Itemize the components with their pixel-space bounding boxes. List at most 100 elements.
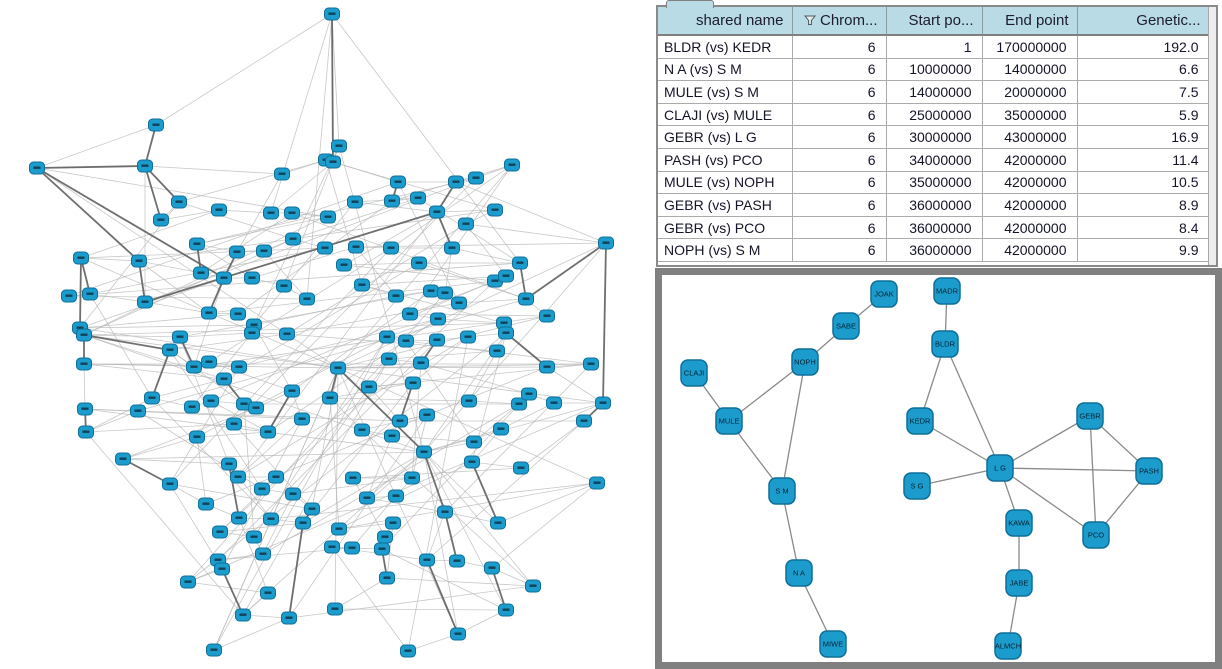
network-node[interactable]	[498, 269, 514, 283]
cell-shared-name[interactable]: GEBR (vs) PCO	[658, 216, 793, 240]
network-node[interactable]	[385, 516, 401, 530]
cell-shared-name[interactable]: MULE (vs) NOPH	[658, 171, 793, 195]
network-node[interactable]	[201, 306, 217, 320]
network-node[interactable]	[76, 328, 92, 342]
main-network-view[interactable]	[0, 0, 655, 669]
network-node[interactable]	[76, 357, 92, 371]
cell-value[interactable]: 6	[792, 80, 887, 104]
network-node[interactable]	[244, 271, 260, 285]
cell-value[interactable]: 42000000	[982, 238, 1078, 262]
network-node[interactable]	[189, 237, 205, 251]
cell-value[interactable]: 34000000	[886, 148, 983, 172]
network-node[interactable]	[263, 512, 279, 526]
cell-value[interactable]: 6	[792, 125, 887, 149]
network-node-mule[interactable]: MULE	[715, 407, 743, 435]
network-node-pash[interactable]: PASH	[1135, 457, 1163, 485]
network-node[interactable]	[284, 206, 300, 220]
network-node[interactable]	[490, 516, 506, 530]
network-node[interactable]	[344, 541, 360, 555]
cell-value[interactable]: 6	[792, 238, 887, 262]
network-node[interactable]	[235, 608, 251, 622]
network-node-jabe[interactable]: JABE	[1005, 569, 1033, 597]
network-node[interactable]	[512, 256, 528, 270]
network-node[interactable]	[279, 327, 295, 341]
cell-value[interactable]: 6	[792, 148, 887, 172]
network-node-l-g[interactable]: L G	[986, 454, 1014, 482]
network-node[interactable]	[429, 333, 445, 347]
network-node[interactable]	[231, 511, 247, 525]
network-node[interactable]	[448, 175, 464, 189]
network-node[interactable]	[374, 542, 390, 556]
network-node[interactable]	[504, 158, 520, 172]
network-node[interactable]	[419, 408, 435, 422]
network-node[interactable]	[489, 344, 505, 358]
network-node[interactable]	[539, 360, 555, 374]
network-node[interactable]	[148, 118, 164, 132]
cell-shared-name[interactable]: PASH (vs) PCO	[658, 148, 793, 172]
table-row[interactable]: PASH (vs) PCO 6 34000000 42000000 11.4	[658, 148, 1210, 172]
network-node[interactable]	[186, 360, 202, 374]
network-node-noph[interactable]: NOPH	[791, 348, 819, 376]
network-node[interactable]	[115, 452, 131, 466]
network-node[interactable]	[413, 356, 429, 370]
filter-icon[interactable]	[803, 13, 817, 30]
network-node[interactable]	[216, 271, 232, 285]
network-node[interactable]	[317, 241, 333, 255]
cell-value[interactable]: 35000000	[982, 103, 1078, 127]
network-node[interactable]	[77, 402, 93, 416]
network-node[interactable]	[137, 159, 153, 173]
cell-value[interactable]: 10000000	[886, 58, 983, 82]
network-node[interactable]	[327, 602, 343, 616]
network-node[interactable]	[484, 561, 500, 575]
network-node[interactable]	[304, 502, 320, 516]
network-node-bldr[interactable]: BLDR	[931, 330, 959, 358]
network-node[interactable]	[230, 307, 246, 321]
network-node[interactable]	[244, 326, 260, 340]
table-row[interactable]: CLAJI (vs) MULE 6 25000000 35000000 5.9	[658, 103, 1210, 127]
network-node[interactable]	[450, 627, 466, 641]
network-node[interactable]	[461, 394, 477, 408]
network-node-s-m[interactable]: S M	[768, 477, 796, 505]
network-node[interactable]	[246, 530, 262, 544]
network-node[interactable]	[390, 175, 406, 189]
network-node[interactable]	[130, 404, 146, 418]
network-node[interactable]	[322, 391, 338, 405]
network-node[interactable]	[598, 236, 614, 250]
network-node[interactable]	[295, 516, 311, 530]
network-node[interactable]	[451, 296, 467, 310]
table-row[interactable]: GEBR (vs) PCO 6 36000000 42000000 8.4	[658, 216, 1210, 240]
network-node-sabe[interactable]: SABE	[832, 312, 860, 340]
network-node[interactable]	[539, 309, 555, 323]
cell-value[interactable]: 6	[792, 171, 887, 195]
network-node[interactable]	[274, 167, 290, 181]
table-row[interactable]: BLDR (vs) KEDR 6 1 170000000 192.0	[658, 35, 1210, 59]
network-node[interactable]	[458, 217, 474, 231]
network-node[interactable]	[347, 195, 363, 209]
network-node[interactable]	[268, 470, 284, 484]
network-node[interactable]	[392, 414, 408, 428]
cell-value[interactable]: 6	[792, 58, 887, 82]
network-node[interactable]	[423, 284, 439, 298]
cell-value[interactable]: 6	[792, 193, 887, 217]
network-node[interactable]	[404, 471, 420, 485]
cell-value[interactable]: 6	[792, 216, 887, 240]
cell-shared-name[interactable]: N A (vs) S M	[658, 58, 793, 82]
network-node[interactable]	[354, 423, 370, 437]
network-node[interactable]	[212, 525, 228, 539]
cell-value[interactable]: 35000000	[886, 171, 983, 195]
network-node[interactable]	[29, 161, 45, 175]
cell-shared-name[interactable]: MULE (vs) S M	[658, 80, 793, 104]
network-node[interactable]	[137, 295, 153, 309]
cell-value[interactable]: 192.0	[1077, 35, 1210, 59]
cell-value[interactable]: 30000000	[886, 125, 983, 149]
network-node[interactable]	[384, 194, 400, 208]
network-node-n-a[interactable]: N A	[785, 559, 813, 587]
network-node[interactable]	[221, 457, 237, 471]
cell-value[interactable]: 36000000	[886, 238, 983, 262]
network-node-s-g[interactable]: S G	[903, 472, 931, 500]
network-node[interactable]	[206, 643, 222, 657]
network-node[interactable]	[231, 360, 247, 374]
network-node[interactable]	[256, 244, 272, 258]
network-node[interactable]	[361, 380, 377, 394]
network-node[interactable]	[513, 461, 529, 475]
